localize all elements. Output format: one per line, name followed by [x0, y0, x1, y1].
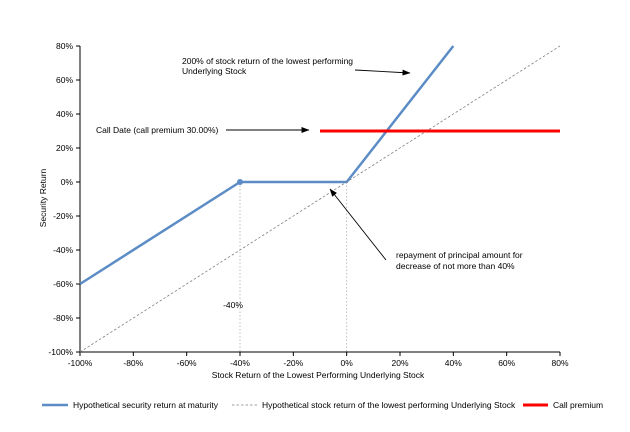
series-line-security-return	[79, 45, 455, 286]
y-axis-title: Security Return	[38, 168, 48, 227]
x-tick-label: 80%	[551, 358, 568, 368]
annotation-call-date: Call Date (call premium 30.00%)	[96, 125, 219, 135]
y-tick-label: -20%	[53, 211, 73, 221]
annotation-repayment-line-1: repayment of principal amount for	[396, 250, 523, 260]
y-tick-label: -80%	[53, 313, 73, 323]
legend-label-call-premium: Call premium	[553, 400, 603, 410]
y-tick-label: -60%	[53, 279, 73, 289]
data-point-marker	[237, 179, 243, 185]
y-tick-label: 60%	[56, 75, 73, 85]
y-tick-label: -40%	[53, 245, 73, 255]
y-tick-label: 40%	[56, 109, 73, 119]
x-tick-label: 60%	[498, 358, 515, 368]
x-tick-label: 0%	[341, 358, 354, 368]
x-tick-label: -40%	[230, 358, 250, 368]
annotation-arrow-growth	[354, 69, 411, 76]
series-line-stock-return	[79, 45, 561, 353]
y-tick-label: 0%	[61, 177, 74, 187]
legend-label-stock-return: Hypothetical stock return of the lowest …	[262, 400, 516, 410]
x-tick-label: -100%	[68, 358, 93, 368]
y-tick-label: 80%	[56, 41, 73, 51]
x-axis-title: Stock Return of the Lowest Performing Un…	[212, 370, 425, 380]
legend: Hypothetical security return at maturity…	[42, 400, 603, 410]
y-tick-label: 20%	[56, 143, 73, 153]
annotation-growth-line-1: 200% of stock return of the lowest perfo…	[182, 56, 353, 66]
x-tick-label: -20%	[283, 358, 303, 368]
x-tick-label: -60%	[177, 358, 197, 368]
x-tick-label: 40%	[445, 358, 462, 368]
annotation-growth-line-2: Underlying Stock	[182, 66, 247, 76]
y-tick-label: -100%	[48, 347, 73, 357]
annotation-repayment-line-2: decrease of not more than 40%	[396, 261, 515, 271]
x-tick-label: -80%	[123, 358, 143, 368]
annotation-arrow-repayment	[329, 188, 387, 261]
legend-label-security-return: Hypothetical security return at maturity	[73, 400, 219, 410]
annotation-threshold: -40%	[223, 300, 243, 310]
x-tick-label: 20%	[391, 358, 408, 368]
